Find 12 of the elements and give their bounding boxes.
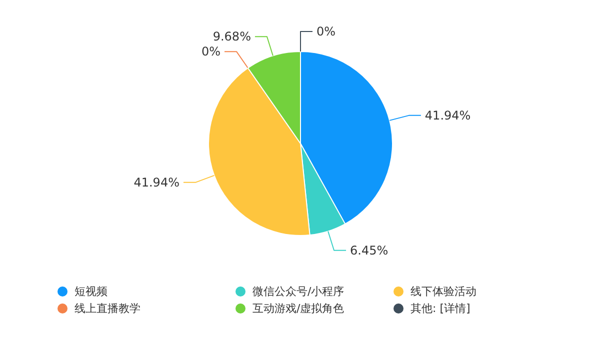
- text: 0%: [316, 24, 336, 38]
- legend-label: 短视频: [74, 285, 108, 298]
- legend-label: 线上直播教学: [74, 302, 140, 315]
- legend-label: 线下体验活动: [410, 285, 476, 298]
- data-label: 6.45%: [350, 243, 388, 258]
- legend-label: 互动游戏/虚拟角色: [252, 302, 344, 315]
- legend-label: 微信公众号/小程序: [252, 285, 344, 298]
- data-label: 41.94%: [424, 108, 471, 122]
- legend-label: 其他: [详情]: [410, 302, 470, 315]
- text: 0%: [201, 44, 221, 59]
- data-label: 41.94%: [134, 175, 180, 190]
- data-label: 9.68%: [212, 30, 251, 44]
